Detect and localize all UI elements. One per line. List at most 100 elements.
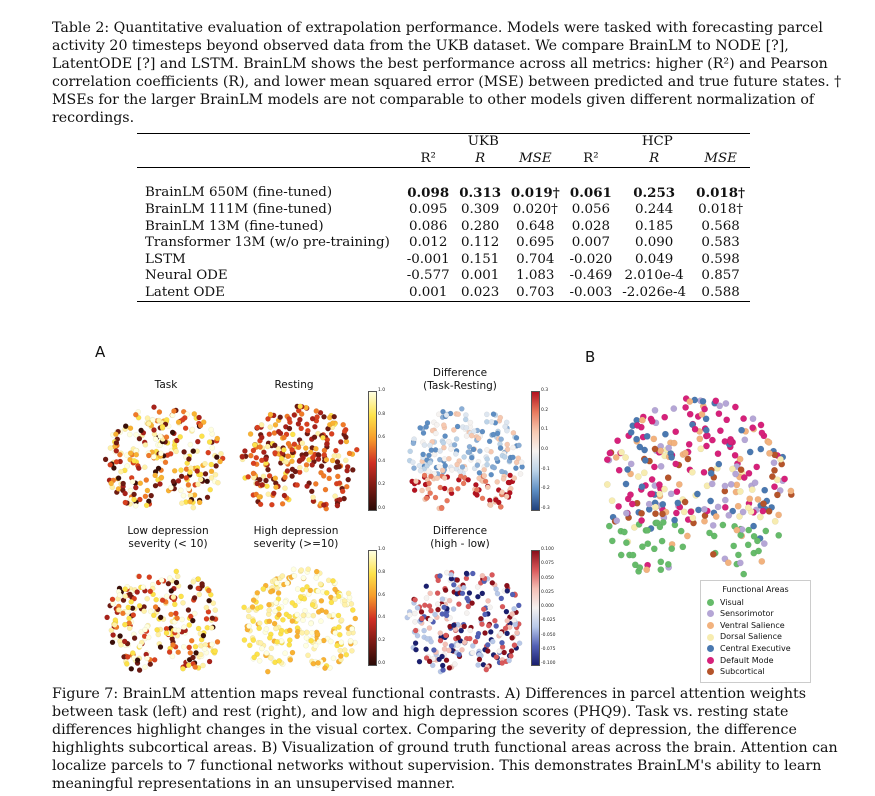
- parcel-dot: [330, 655, 337, 662]
- parcel-dot: [275, 590, 282, 596]
- table-body: BrainLM 650M (fine-tuned) 0.098 0.313 0.019…: [137, 185, 750, 302]
- parcel-dot: [178, 593, 184, 600]
- parcel-dot: [179, 616, 185, 623]
- parcel-dot: [417, 467, 424, 474]
- parcel-dot: [313, 568, 320, 575]
- parcel-dot: [658, 537, 666, 545]
- parcel-dot: [514, 629, 520, 636]
- parcel-dot: [423, 646, 429, 652]
- parcel-dot: [196, 591, 203, 598]
- parcel-dot: [428, 447, 435, 453]
- legend-marker: [707, 668, 714, 676]
- parcel-dot: [618, 448, 625, 456]
- parcel-dot: [342, 602, 348, 608]
- label-low-depression: Low depression severity (< 10): [118, 525, 218, 551]
- parcel-dot: [478, 615, 484, 622]
- parcel-dot: [179, 417, 186, 423]
- legend-label: Central Executive: [720, 643, 791, 653]
- parcel-dot: [263, 650, 270, 656]
- parcel-dot: [187, 441, 194, 448]
- model-name: Latent ODE: [137, 284, 402, 302]
- parcel-dot: [194, 468, 200, 474]
- parcel-dot: [675, 481, 683, 488]
- table-cell-value: 0.061: [569, 184, 612, 201]
- parcel-dot: [181, 449, 187, 455]
- parcel-dot: [684, 532, 691, 540]
- parcel-dot: [287, 627, 293, 634]
- parcel-dot: [162, 459, 169, 466]
- parcel-dot: [122, 586, 128, 592]
- parcel-dot: [197, 476, 204, 483]
- parcel-dot: [509, 591, 516, 598]
- parcel-dot: [664, 560, 672, 568]
- colorbar-tick-label: -0.025: [541, 618, 556, 624]
- parcel-dot: [337, 631, 343, 638]
- parcel-dot: [775, 511, 782, 519]
- parcel-dot: [755, 547, 762, 555]
- table-cell: 0.598: [701, 251, 740, 267]
- parcel-dot: [331, 413, 337, 420]
- parcel-dot: [144, 415, 151, 421]
- parcel-dot: [714, 503, 722, 511]
- parcel-dot: [271, 620, 278, 627]
- parcel-dot: [636, 443, 644, 451]
- parcel-dot: [303, 635, 310, 641]
- parcel-dot: [281, 492, 288, 499]
- parcel-dot: [254, 480, 260, 487]
- parcel-dot: [191, 411, 198, 417]
- parcel-dot: [621, 528, 628, 536]
- parcel-dot: [468, 432, 475, 439]
- parcel-dot: [725, 511, 733, 519]
- parcel-dot: [330, 578, 336, 584]
- parcel-dot: [326, 475, 332, 482]
- parcel-dot: [317, 581, 324, 587]
- parcel-dot: [631, 524, 638, 531]
- parcel-dot: [657, 447, 664, 455]
- parcel-dot: [294, 628, 301, 635]
- parcel-dot: [274, 580, 280, 586]
- table-cell: 0.001: [401, 284, 455, 302]
- parcel-dot: [707, 497, 714, 505]
- parcel-dot: [113, 440, 120, 446]
- parcel-dot: [286, 416, 292, 422]
- parcel-dot: [118, 468, 124, 475]
- parcel-dot: [696, 435, 704, 443]
- parcel-dot: [126, 615, 132, 622]
- parcel-dot: [484, 461, 490, 468]
- parcel-dot: [493, 654, 500, 660]
- parcel-dot: [638, 483, 646, 491]
- parcel-dot: [148, 492, 154, 499]
- parcel-dot: [463, 433, 470, 439]
- colorbar-tick-label: 0.000: [541, 604, 554, 609]
- parcel-dot: [434, 422, 440, 428]
- parcel-dot: [443, 632, 449, 639]
- parcel-dot: [662, 430, 669, 438]
- parcel-dot: [423, 595, 430, 601]
- colorbar-tick-label: -0.1: [541, 466, 550, 472]
- parcel-dot: [679, 543, 687, 551]
- label-low-line1: Low depression: [127, 525, 209, 537]
- table-cell: 0.020†: [512, 202, 558, 217]
- parcel-dot: [667, 490, 675, 498]
- parcel-dot: [276, 611, 282, 618]
- parcel-dot: [299, 630, 305, 636]
- label-task: Task: [154, 379, 178, 391]
- parcel-dot: [732, 470, 739, 478]
- parcel-dot: [687, 508, 695, 516]
- parcel-dot: [349, 648, 355, 654]
- parcel-dot: [156, 417, 162, 424]
- brain-map-high-depression: [241, 566, 359, 675]
- parcel-dot: [217, 458, 223, 465]
- parcel-dot: [453, 436, 460, 442]
- colorbar-difference-1: [531, 391, 540, 511]
- parcel-dot: [254, 590, 261, 596]
- parcel-dot: [497, 445, 504, 451]
- parcel-dot: [493, 497, 499, 503]
- parcel-dot: [456, 651, 462, 658]
- parcel-dot: [174, 573, 181, 580]
- parcel-dot: [336, 463, 342, 470]
- parcel-dot: [423, 655, 430, 661]
- parcel-dot: [441, 604, 447, 611]
- parcel-dot: [479, 621, 485, 627]
- colorbar-tick-label: -0.050: [541, 632, 556, 638]
